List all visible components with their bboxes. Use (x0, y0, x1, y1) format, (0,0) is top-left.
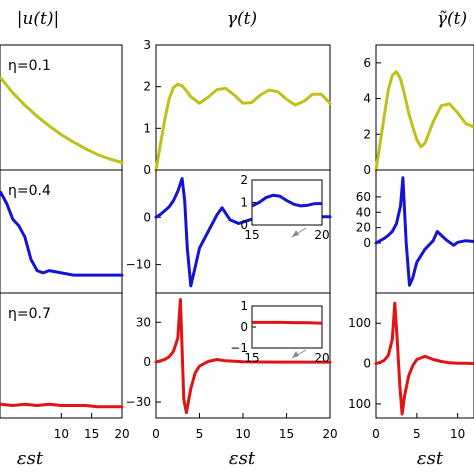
x-tick-label: 10 (54, 427, 69, 441)
col3-xlabel: εst (417, 448, 444, 469)
y-tick-label: 4 (363, 92, 371, 106)
x-tick-label: 15 (84, 427, 99, 441)
col2-title: γ(t) (227, 9, 257, 29)
x-tick-label: 0 (152, 427, 160, 441)
y-tick-label: 0 (363, 163, 371, 177)
y-tick-label: 0 (363, 357, 371, 371)
y-tick-label: 0 (143, 355, 151, 369)
y-tick-label: 0 (143, 210, 151, 224)
series-line-row3 (374, 301, 474, 416)
inset-y-tick-label: 1 (240, 196, 248, 210)
inset-arrow-head (292, 351, 299, 358)
col1-title: |u(t)| (17, 9, 60, 29)
row-label-1: η=0.1 (8, 58, 51, 74)
inset-series-line (251, 193, 322, 208)
x-tick-label: 0 (372, 427, 380, 441)
row-label-2: η=0.4 (8, 183, 51, 199)
panel-frame (155, 44, 331, 171)
y-tick-label: −10 (126, 258, 151, 272)
y-tick-label: 1 (143, 121, 151, 135)
col3-title: γ̃(t) (437, 9, 467, 29)
inset-series-line (252, 320, 323, 325)
y-tick-label: 6 (363, 56, 371, 70)
inset-y-tick-label: 1 (240, 299, 248, 313)
y-tick-label: 100 (348, 397, 371, 411)
inset-frame (251, 305, 323, 349)
series-line-row3 (154, 298, 332, 415)
y-tick-label: 0 (363, 236, 371, 250)
col2-xlabel: εst (229, 448, 256, 469)
panel-frame (375, 292, 474, 419)
col1-xlabel: εst (17, 448, 44, 469)
series-line-row1 (0, 76, 124, 165)
y-tick-label: −30 (126, 395, 151, 409)
series-line-row2 (0, 190, 124, 277)
inset-arrow-head (292, 230, 299, 237)
inset-x-tick-label: 15 (244, 228, 259, 242)
y-tick-label: 0 (143, 163, 151, 177)
y-tick-label: 2 (143, 80, 151, 94)
inset-x-tick-label: 20 (314, 228, 329, 242)
inset-y-tick-label: −1 (230, 341, 248, 355)
y-tick-label: 20 (356, 221, 371, 235)
y-tick-label: 40 (356, 205, 371, 219)
x-tick-label: 20 (114, 427, 129, 441)
series-line-row2 (374, 176, 474, 287)
y-tick-label: 60 (356, 190, 371, 204)
x-tick-label: 5 (413, 427, 421, 441)
x-tick-label: 10 (235, 427, 250, 441)
x-tick-label: 15 (279, 427, 294, 441)
x-tick-label: 10 (450, 427, 465, 441)
y-tick-label: 3 (143, 38, 151, 52)
inset-y-tick-label: 0 (240, 218, 248, 232)
series-line-row1 (154, 82, 332, 172)
y-tick-label: 100 (348, 316, 371, 330)
series-line-row1 (374, 70, 474, 172)
panel-frame (375, 44, 474, 171)
inset-y-tick-label: 0 (240, 320, 248, 334)
x-tick-label: 20 (322, 427, 337, 441)
inset-frame (251, 179, 323, 226)
inset-x-tick-label: 20 (314, 351, 329, 365)
y-tick-label: 30 (136, 315, 151, 329)
y-tick-label: 2 (363, 127, 371, 141)
row-label-3: η=0.7 (8, 306, 51, 322)
inset-x-tick-label: 15 (244, 351, 259, 365)
x-tick-label: 5 (196, 427, 204, 441)
series-line-row3 (0, 402, 124, 409)
inset-y-tick-label: 2 (240, 173, 248, 187)
